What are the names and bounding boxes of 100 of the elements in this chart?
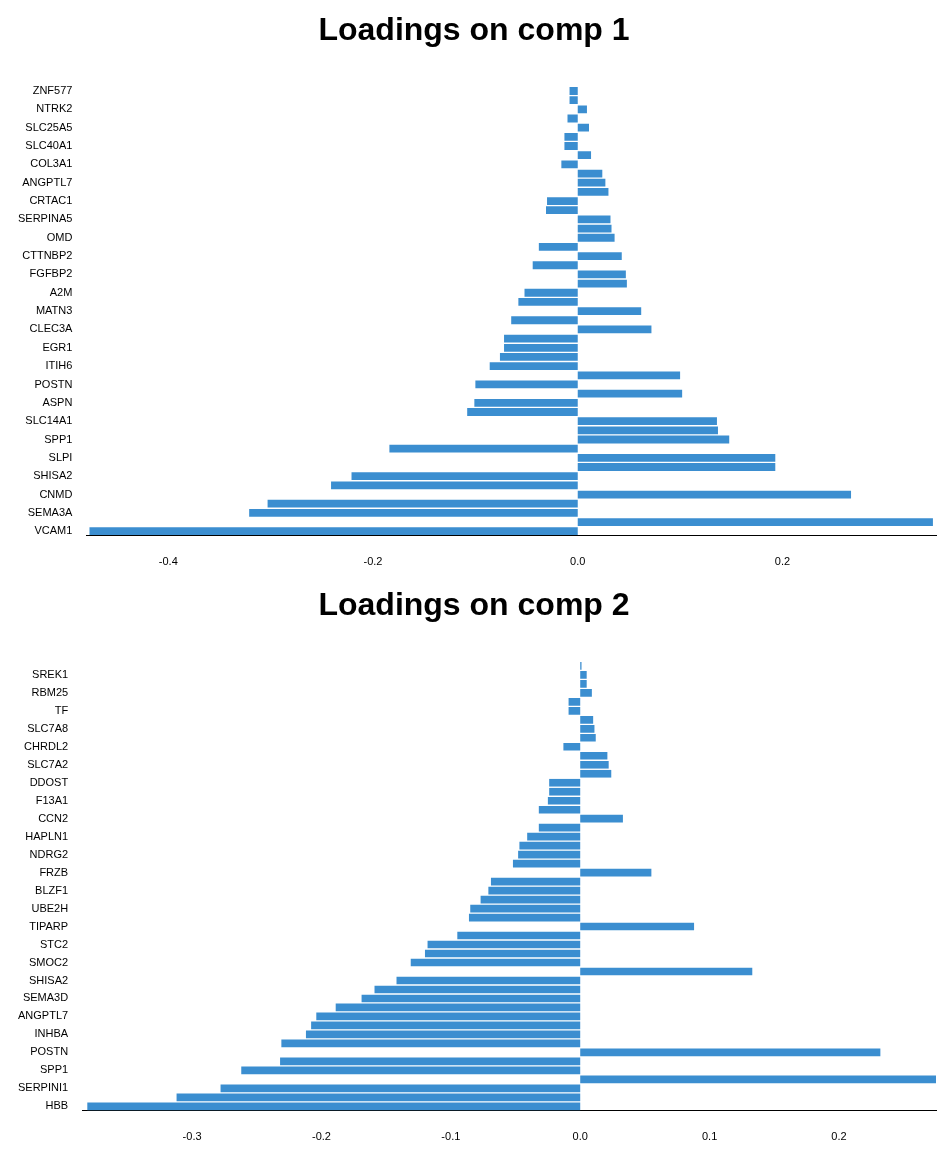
y-tick-label: OMD — [46, 230, 73, 243]
bar — [577, 105, 587, 114]
y-tick-label: ITIH6 — [45, 359, 73, 372]
y-tick-label: STC2 — [40, 937, 69, 950]
bar — [311, 1021, 581, 1030]
x-tick-label: -0.2 — [363, 555, 383, 568]
y-tick-label: SEMA3A — [27, 505, 74, 518]
y-tick-label: HAPLN1 — [25, 829, 69, 842]
y-tick-label: SLC40A1 — [25, 139, 73, 152]
bar — [470, 904, 581, 913]
y-tick-label: F13A1 — [35, 793, 69, 806]
y-tick-label: SEMA3D — [22, 991, 69, 1004]
bar — [280, 1057, 581, 1066]
y-tick-label: TIPARP — [29, 919, 69, 932]
y-tick-label: POSTN — [34, 377, 73, 390]
y-tick-label: FRZB — [39, 865, 69, 878]
bar — [488, 886, 581, 895]
y-tick-label: ZNF577 — [32, 84, 73, 97]
bar — [389, 444, 578, 453]
x-tick-label: 0.2 — [774, 555, 791, 568]
bar — [538, 243, 578, 251]
bar — [577, 123, 589, 132]
bar — [374, 985, 581, 994]
chart-title: Loadings on comp 2 — [318, 586, 630, 623]
y-tick-label: SHISA2 — [33, 469, 73, 482]
bar — [561, 160, 578, 169]
bar — [89, 527, 578, 536]
y-tick-label: ASPN — [42, 395, 73, 408]
y-tick-label: VCAM1 — [34, 524, 73, 537]
y-tick-label: RBM25 — [31, 685, 69, 698]
bar — [361, 994, 581, 1003]
y-tick-label: COL3A1 — [30, 157, 73, 170]
bar — [580, 1075, 936, 1084]
bar — [427, 940, 581, 949]
y-tick-label: SPP1 — [39, 1063, 69, 1076]
y-tick-label: TF — [54, 703, 69, 716]
y-tick-label: ANGPTL7 — [22, 175, 73, 188]
y-tick-label: SLC7A8 — [27, 721, 69, 734]
bar — [410, 958, 581, 967]
bar — [577, 233, 615, 242]
bar — [316, 1012, 581, 1021]
y-tick-label: POSTN — [30, 1045, 69, 1058]
y-tick-label: BLZF1 — [35, 883, 69, 896]
bar — [563, 742, 581, 751]
bar — [577, 270, 626, 279]
bar — [577, 371, 681, 380]
bar — [580, 1048, 881, 1057]
x-tick-label: -0.2 — [311, 1130, 331, 1143]
bar — [518, 850, 581, 859]
bar — [580, 868, 652, 877]
bar — [577, 151, 592, 160]
x-tick-label: -0.3 — [182, 1130, 202, 1143]
x-tick-label: 0.2 — [831, 1130, 847, 1143]
bar — [335, 1003, 581, 1012]
y-tick-label: ANGPTL7 — [17, 1009, 69, 1022]
y-tick-label: FGFBP2 — [29, 267, 73, 280]
bar — [527, 832, 581, 841]
bar — [580, 967, 753, 976]
y-tick-label: SPP1 — [44, 432, 73, 445]
y-tick-label: SLC14A1 — [25, 414, 73, 427]
bar — [468, 913, 581, 922]
y-tick-label: SERPINA5 — [17, 212, 73, 225]
bar — [396, 976, 581, 985]
bar — [532, 261, 578, 270]
bar — [241, 1066, 581, 1075]
x-tick-label: 0.1 — [701, 1130, 718, 1143]
bar — [281, 1039, 581, 1048]
y-tick-label: NDRG2 — [29, 847, 69, 860]
y-tick-label: A2M — [49, 285, 73, 298]
y-tick-label: CTTNBP2 — [22, 249, 73, 262]
bar — [490, 877, 581, 886]
x-tick-label: -0.1 — [441, 1130, 461, 1143]
y-tick-label: DDOST — [29, 775, 69, 788]
x-tick-label: 0.0 — [570, 555, 586, 568]
bar — [577, 435, 730, 444]
bar — [577, 389, 683, 398]
bar — [577, 252, 622, 260]
y-tick-label: EGR1 — [42, 340, 73, 353]
bar — [577, 224, 612, 233]
y-tick-label: INHBA — [34, 1027, 69, 1040]
y-tick-label: CHRDL2 — [24, 739, 69, 752]
x-tick-label: -0.4 — [158, 555, 178, 568]
bar — [580, 814, 623, 823]
y-tick-label: NTRK2 — [36, 102, 73, 115]
y-tick-label: UBE2H — [31, 901, 69, 914]
y-tick-label: CCN2 — [38, 811, 69, 824]
bar — [577, 215, 611, 224]
bar — [577, 518, 933, 526]
bar — [424, 949, 581, 958]
y-tick-label: CRTAC1 — [29, 194, 73, 207]
y-tick-label: SHISA2 — [28, 973, 69, 986]
y-tick-label: SMOC2 — [29, 955, 69, 968]
chart-title: Loadings on comp 1 — [318, 11, 630, 48]
y-tick-label: HBB — [45, 1099, 69, 1112]
bar — [480, 895, 581, 904]
bar — [512, 859, 581, 868]
x-tick-label: 0.0 — [572, 1130, 588, 1143]
bar — [577, 279, 627, 288]
y-tick-label: SREK1 — [32, 667, 69, 680]
bar — [457, 931, 581, 940]
